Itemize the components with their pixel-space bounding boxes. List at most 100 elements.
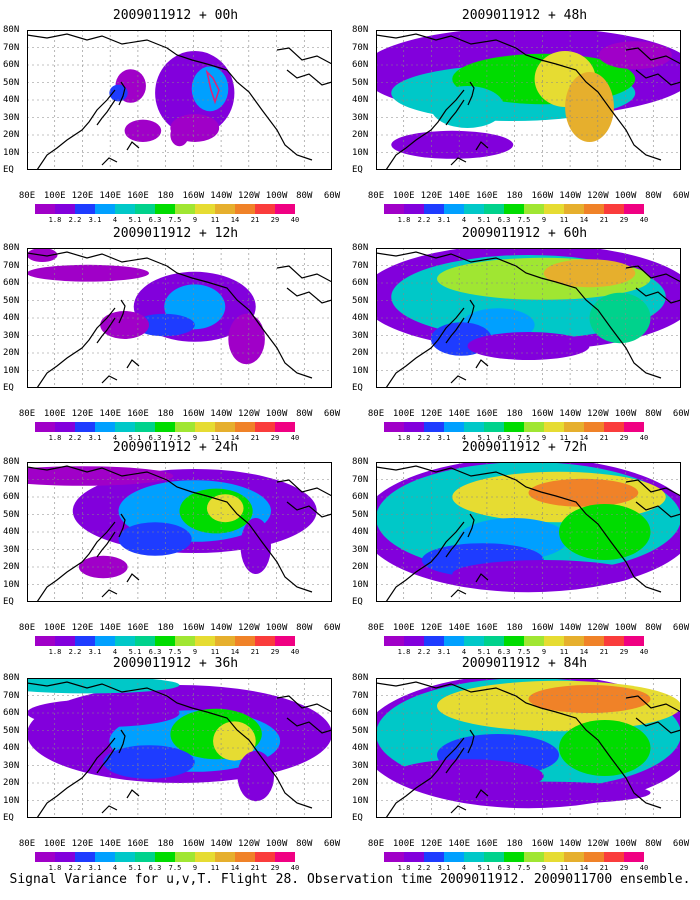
- colorbar-label: 5.1: [477, 648, 491, 656]
- lon-tick-label: 120W: [237, 409, 260, 419]
- coastline: [376, 251, 517, 267]
- variance-map: [27, 462, 332, 602]
- coastline: [635, 501, 681, 518]
- lat-tick-label: 40N: [3, 313, 20, 323]
- colorbar-swatch: [584, 852, 604, 862]
- coastline: [515, 265, 662, 379]
- colorbar-swatch: [195, 422, 215, 432]
- lat-tick-label: 20N: [3, 130, 20, 140]
- lat-tick-label: 30N: [3, 760, 20, 771]
- lon-tick-label: 100W: [265, 839, 288, 849]
- lat-tick-label: 80N: [352, 243, 369, 253]
- lon-tick-label: 140E: [99, 623, 122, 633]
- lat-tick-label: 70N: [352, 42, 369, 53]
- colorbar-swatch: [564, 422, 584, 432]
- colorbar-label: 21: [250, 864, 260, 872]
- lon-tick-label: 160W: [182, 623, 205, 633]
- coastline: [475, 359, 489, 369]
- colorbar-label: 40: [290, 864, 300, 872]
- colorbar-label: 40: [639, 864, 649, 872]
- colorbar-label: 21: [250, 434, 260, 442]
- lon-tick-label: 160E: [127, 839, 149, 849]
- lon-tick-label: 180: [157, 623, 174, 633]
- lat-tick-label: 80N: [3, 673, 20, 683]
- colorbar-swatch: [55, 852, 75, 862]
- colorbar-label: 3.1: [437, 648, 451, 656]
- variance-map: [376, 30, 681, 170]
- coastline: [126, 359, 140, 369]
- lon-tick-label: 140E: [448, 409, 471, 419]
- colorbar-label: 3.1: [88, 864, 102, 872]
- colorbar-label: 7.5: [517, 648, 531, 656]
- lon-tick-label: 140W: [559, 623, 581, 633]
- coastline: [276, 265, 332, 283]
- colorbar-label: 29: [619, 216, 629, 224]
- flight-track: [205, 69, 220, 105]
- coastline: [515, 47, 662, 161]
- lat-tick-label: 80N: [352, 457, 369, 467]
- colorbar-label: 21: [599, 648, 609, 656]
- variance-map: [376, 462, 681, 602]
- coastline: [625, 47, 681, 65]
- colorbar-swatch: [275, 636, 295, 646]
- variance-region: [213, 721, 256, 761]
- colorbar: [35, 422, 295, 432]
- lon-tick-label: 160E: [476, 409, 498, 419]
- lon-tick-label: 160W: [182, 191, 205, 201]
- colorbar-label: 9: [541, 216, 547, 224]
- panel-title: 2009011912 + 72h: [461, 440, 588, 455]
- colorbar-swatch: [115, 422, 135, 432]
- lon-tick-label: 180: [157, 839, 174, 849]
- colorbar-label: 9: [192, 216, 198, 224]
- coastline: [166, 479, 313, 593]
- colorbar-swatch: [55, 636, 75, 646]
- lon-tick-label: 60W: [672, 409, 690, 419]
- colorbar-label: 2.2: [417, 648, 431, 656]
- colorbar-swatch: [255, 636, 275, 646]
- variance-region: [528, 478, 639, 507]
- colorbar-label: 1.8: [48, 216, 62, 224]
- colorbar-swatch: [75, 636, 95, 646]
- lon-tick-label: 100E: [392, 623, 415, 633]
- colorbar-label: 6.3: [148, 864, 162, 872]
- colorbar-swatch: [175, 636, 195, 646]
- coastline: [515, 479, 662, 593]
- coastline: [625, 479, 681, 497]
- lat-tick-label: 20N: [352, 130, 369, 140]
- colorbar-label: 40: [639, 216, 649, 224]
- lon-tick-label: 120W: [586, 409, 609, 419]
- forecast-panel-84h: 2009011912 + 84h 80N 70N 60N 50N 40N 30N 20N 10…: [352, 656, 697, 872]
- lon-tick-label: 100E: [43, 623, 66, 633]
- lat-tick-label: 70N: [3, 690, 20, 701]
- lon-tick-label: 180: [506, 839, 523, 849]
- colorbar-swatch: [155, 636, 175, 646]
- colorbar-label: 5.1: [477, 434, 491, 442]
- colorbar-swatch: [55, 204, 75, 214]
- colorbar-swatch: [155, 204, 175, 214]
- lat-tick-label: 50N: [352, 77, 369, 88]
- colorbar-label: 14: [579, 216, 589, 224]
- colorbar-swatch: [504, 422, 524, 432]
- lon-tick-label: 100W: [265, 409, 288, 419]
- lat-tick-label: EQ: [3, 813, 14, 823]
- colorbar-swatch: [275, 422, 295, 432]
- figure-caption: Signal Variance for u,v,T. Flight 28. Ob…: [9, 872, 691, 887]
- colorbar-swatch: [504, 852, 524, 862]
- coastline: [276, 479, 332, 497]
- colorbar-label: 11: [559, 648, 569, 656]
- lon-tick-label: 120E: [420, 191, 443, 201]
- colorbar-swatch: [444, 422, 464, 432]
- lat-tick-label: 80N: [3, 243, 20, 253]
- lat-tick-label: 20N: [352, 348, 369, 358]
- lat-tick-label: 30N: [3, 330, 20, 341]
- lat-tick-label: 70N: [352, 260, 369, 271]
- coastline: [467, 81, 475, 106]
- colorbar-label: 14: [230, 648, 240, 656]
- colorbar-label: 29: [270, 864, 280, 872]
- panel-title: 2009011912 + 24h: [112, 440, 239, 455]
- colorbar-label: 7.5: [517, 216, 531, 224]
- colorbar-label: 7.5: [517, 864, 531, 872]
- colorbar-swatch: [135, 204, 155, 214]
- map-frame: [27, 462, 332, 602]
- panel-title: 2009011912 + 84h: [461, 656, 588, 671]
